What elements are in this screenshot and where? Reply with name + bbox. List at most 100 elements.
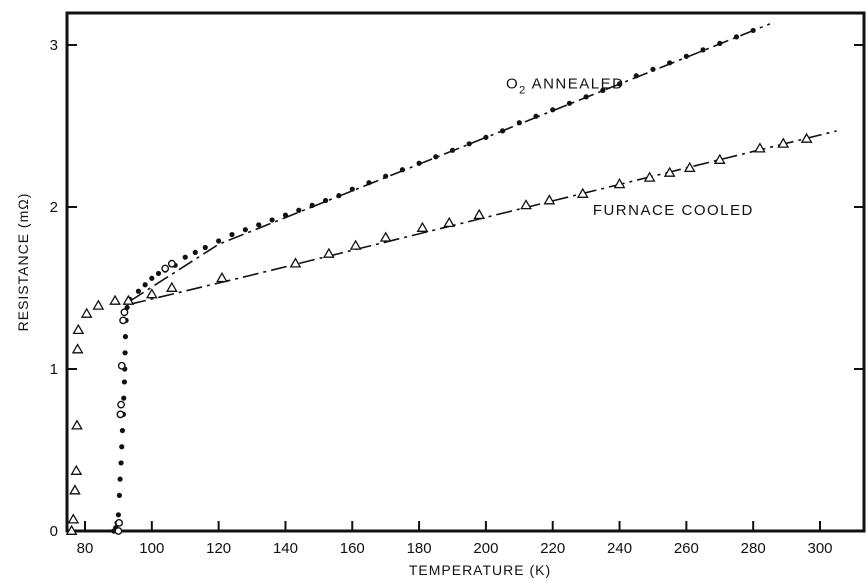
furnace-cooled-label: FURNACE COOLED: [593, 202, 754, 219]
data-point-triangle: [473, 208, 486, 220]
data-point-filled-circle: [309, 202, 315, 208]
data-point-filled-circle: [122, 334, 129, 340]
x-tick-label: 100: [139, 540, 164, 557]
data-point-triangle: [71, 343, 84, 354]
data-point-triangle: [69, 484, 81, 495]
o2-annealed-label-rest: ANNEALED: [527, 76, 625, 93]
x-tick-label: 180: [407, 540, 432, 557]
data-point-filled-circle: [282, 212, 289, 218]
y-tick-label: 0: [50, 523, 58, 540]
x-axis-title: TEMPERATURE (K): [409, 562, 551, 578]
fit-line: [129, 130, 837, 305]
data-point-filled-circle: [296, 207, 302, 213]
x-tick-label: 160: [340, 540, 365, 557]
data-point-filled-circle: [336, 193, 342, 199]
data-point-filled-circle: [256, 222, 262, 228]
data-point-triangle: [145, 288, 158, 299]
data-point-filled-circle: [600, 87, 606, 93]
y-tick-label: 3: [50, 37, 58, 54]
data-point-filled-circle: [500, 128, 506, 134]
data-point-triangle: [683, 161, 696, 173]
axis-tick-labels: 80 100 120 140 160 180 200 220 240 260 280 300 0 1 2 3: [50, 37, 833, 557]
data-point-triangle: [349, 239, 362, 250]
data-point-filled-circle: [242, 227, 248, 233]
data-point-filled-circle: [142, 282, 148, 288]
data-point-triangle: [80, 307, 93, 318]
data-point-triangle: [122, 294, 135, 305]
x-tick-label: 140: [273, 540, 298, 557]
data-point-triangle: [65, 524, 78, 535]
data-point-triangle: [800, 132, 813, 143]
data-point-filled-circle: [566, 100, 573, 106]
data-point-filled-circle: [216, 238, 222, 244]
data-point-triangle: [520, 199, 532, 210]
data-point-filled-circle: [449, 147, 456, 153]
data-point-triangle: [289, 257, 302, 268]
data-point-triangle: [613, 177, 626, 189]
data-point-triangle: [67, 513, 80, 524]
data-point-filled-circle: [121, 395, 127, 401]
data-point-filled-circle: [269, 217, 275, 223]
data-point-open-circle: [117, 361, 126, 370]
data-point-filled-circle: [118, 460, 124, 466]
data-point-triangle: [165, 281, 178, 292]
data-point-filled-circle: [119, 427, 126, 434]
data-points: [65, 27, 813, 535]
x-tick-label: 220: [540, 540, 565, 557]
data-point-triangle: [713, 153, 726, 164]
data-point-filled-circle: [383, 173, 389, 179]
data-point-triangle: [663, 166, 676, 177]
data-point-triangle: [70, 464, 83, 475]
data-point-triangle: [72, 323, 85, 335]
data-point-filled-circle: [533, 113, 539, 119]
data-point-triangle: [71, 419, 83, 430]
data-point-filled-circle: [750, 27, 756, 34]
data-point-filled-circle: [122, 350, 128, 356]
o2-annealed-label-main: O: [506, 76, 519, 93]
data-point-filled-circle: [322, 197, 329, 204]
data-point-open-circle: [115, 519, 123, 527]
data-point-filled-circle: [115, 512, 122, 518]
data-point-triangle: [443, 216, 456, 228]
data-point-filled-circle: [117, 476, 123, 482]
data-point-filled-circle: [616, 81, 623, 87]
data-point-open-circle: [120, 308, 129, 317]
data-point-open-circle: [167, 259, 176, 268]
x-tick-label: 300: [807, 540, 832, 557]
data-point-filled-circle: [182, 254, 188, 260]
data-point-filled-circle: [683, 53, 689, 59]
data-point-triangle: [109, 294, 121, 305]
data-point-filled-circle: [399, 167, 405, 173]
data-point-triangle: [322, 247, 335, 258]
data-point-filled-circle: [149, 275, 155, 281]
data-point-open-circle: [119, 316, 127, 325]
x-tick-label: 240: [607, 540, 632, 557]
data-point-filled-circle: [483, 134, 489, 140]
o2-annealed-label-subscript: 2: [519, 85, 527, 97]
data-point-triangle: [543, 194, 556, 205]
data-point-filled-circle: [416, 160, 422, 166]
data-point-filled-circle: [121, 379, 128, 385]
data-point-filled-circle: [192, 249, 198, 255]
data-point-filled-circle: [550, 107, 556, 113]
data-point-open-circle: [114, 527, 123, 535]
data-point-filled-circle: [667, 60, 673, 66]
x-tick-label: 120: [206, 540, 231, 557]
data-point-triangle: [92, 299, 105, 310]
data-point-filled-circle: [717, 40, 723, 46]
x-tick-label: 200: [473, 540, 498, 557]
fit-lines: [129, 23, 837, 305]
data-point-filled-circle: [700, 47, 706, 53]
data-point-filled-circle: [583, 94, 589, 100]
data-point-filled-circle: [516, 120, 522, 126]
data-point-open-circle: [116, 410, 125, 419]
data-point-filled-circle: [633, 73, 639, 79]
data-point-triangle: [216, 272, 228, 283]
data-point-triangle: [777, 137, 790, 148]
plot-frame: [65, 11, 866, 533]
data-point-filled-circle: [155, 270, 162, 277]
data-point-open-circle: [161, 264, 170, 273]
x-tick-label: 260: [674, 540, 699, 557]
x-tick-label: 80: [77, 540, 94, 557]
